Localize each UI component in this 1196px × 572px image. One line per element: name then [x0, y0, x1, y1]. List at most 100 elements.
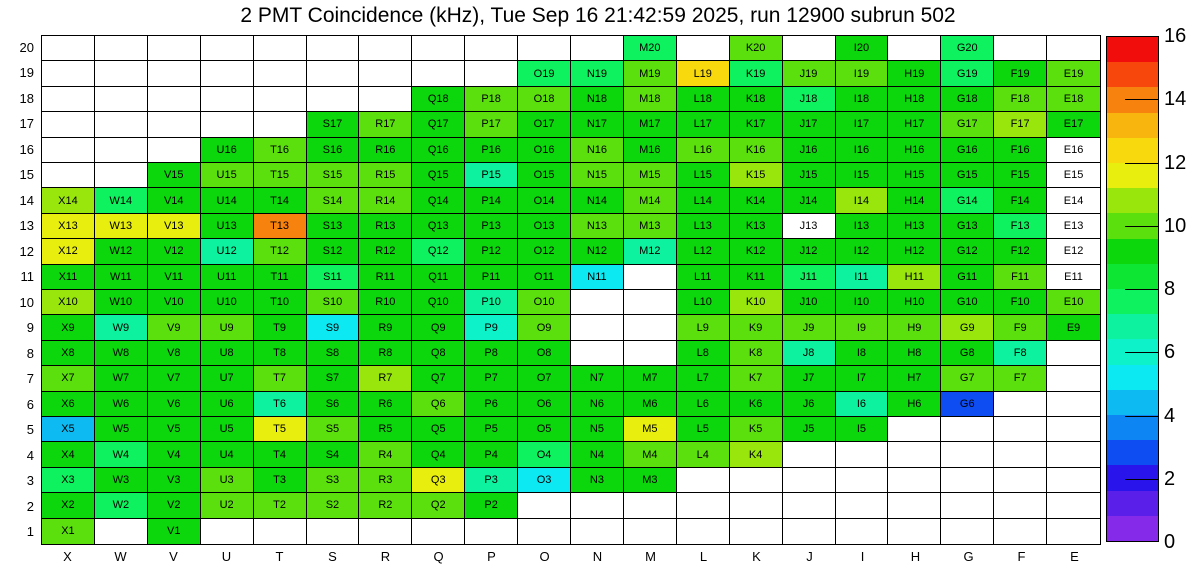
cell-empty [835, 467, 889, 494]
colorbar-tick [1125, 478, 1159, 480]
cell-G10: G10 [941, 289, 995, 316]
cell-U4: U4 [200, 442, 254, 468]
cell-W11: W11 [94, 264, 148, 290]
cell-Q7: Q7 [412, 366, 466, 392]
x-axis-tick-label: W [114, 549, 127, 564]
cell-empty [994, 391, 1048, 417]
y-axis-tick-label: 6 [26, 396, 34, 412]
cell-Q14: Q14 [412, 188, 466, 214]
cell-L7: L7 [676, 366, 730, 392]
y-axis-tick-label: 9 [26, 320, 34, 336]
heatmap-grid: M20 K20 I20 G20 O19 N19 M19 L19 K19 J19 I19 H19 G19 F… [41, 35, 1101, 545]
cell-N18: N18 [571, 86, 624, 113]
cell-W2: W2 [94, 493, 148, 519]
y-axis-tick-label: 4 [26, 447, 34, 463]
cell-F13: F13 [994, 213, 1048, 240]
cell-V4: V4 [147, 442, 201, 468]
cell-J12: J12 [782, 239, 836, 265]
colorbar-segment [1107, 62, 1158, 88]
cell-H6: H6 [888, 391, 942, 417]
cell-S8: S8 [306, 340, 360, 367]
cell-J14: J14 [782, 188, 836, 214]
cell-R6: R6 [359, 391, 413, 417]
cell-J15: J15 [782, 162, 836, 189]
cell-E13: E13 [1047, 213, 1100, 240]
cell-empty [42, 36, 95, 62]
cell-J5: J5 [782, 416, 836, 443]
cell-J10: J10 [782, 289, 836, 316]
cell-O4: O4 [518, 442, 571, 468]
cell-L8: L8 [676, 340, 730, 367]
cell-L17: L17 [676, 112, 730, 138]
x-axis-tick-label: P [487, 549, 496, 564]
cell-I15: I15 [835, 162, 889, 189]
cell-empty [147, 112, 201, 138]
cell-N4: N4 [571, 442, 624, 468]
cell-R4: R4 [359, 442, 413, 468]
cell-L6: L6 [676, 391, 730, 417]
cell-empty [994, 518, 1048, 544]
cell-H8: H8 [888, 340, 942, 367]
cell-J17: J17 [782, 112, 836, 138]
cell-G16: G16 [941, 137, 995, 163]
cell-empty [412, 61, 466, 87]
cell-O5: O5 [518, 416, 571, 443]
cell-E10: E10 [1047, 289, 1100, 316]
cell-P2: P2 [465, 493, 519, 519]
cell-T5: T5 [253, 416, 307, 443]
cell-empty [253, 36, 307, 62]
colorbar-segment [1107, 415, 1158, 441]
cell-R7: R7 [359, 366, 413, 392]
cell-W4: W4 [94, 442, 148, 468]
cell-M12: M12 [623, 239, 677, 265]
cell-empty [888, 442, 942, 468]
cell-N14: N14 [571, 188, 624, 214]
cell-empty [835, 518, 889, 544]
y-axis-tick-label: 15 [19, 167, 34, 183]
cell-empty [518, 518, 571, 544]
cell-H7: H7 [888, 366, 942, 392]
cell-U12: U12 [200, 239, 254, 265]
colorbar-segment [1107, 490, 1158, 516]
cell-Q16: Q16 [412, 137, 466, 163]
cell-T15: T15 [253, 162, 307, 189]
cell-empty [835, 442, 889, 468]
cell-empty [518, 36, 571, 62]
cell-M4: M4 [623, 442, 677, 468]
y-axis-tick-label: 11 [20, 269, 35, 285]
x-axis-tick-label: F [1017, 549, 1026, 564]
cell-empty [835, 493, 889, 519]
cell-N7: N7 [571, 366, 624, 392]
cell-P9: P9 [465, 315, 519, 341]
cell-K7: K7 [729, 366, 783, 392]
colorbar-segment [1107, 163, 1158, 189]
cell-R13: R13 [359, 213, 413, 240]
cell-S3: S3 [306, 467, 360, 494]
cell-empty [1047, 416, 1100, 443]
colorbar-tick-label: 0 [1164, 531, 1176, 553]
cell-W13: W13 [94, 213, 148, 240]
cell-L9: L9 [676, 315, 730, 341]
colorbar [1106, 36, 1159, 542]
cell-empty [571, 518, 624, 544]
colorbar-tick [1125, 289, 1159, 290]
cell-empty [729, 467, 783, 494]
cell-F12: F12 [994, 239, 1048, 265]
cell-X11: X11 [42, 264, 95, 290]
cell-O17: O17 [518, 112, 571, 138]
cell-G15: G15 [941, 162, 995, 189]
cell-N15: N15 [571, 162, 624, 189]
cell-empty [412, 36, 466, 62]
colorbar-segment [1107, 339, 1158, 365]
cell-H12: H12 [888, 239, 942, 265]
cell-L13: L13 [676, 213, 730, 240]
cell-I12: I12 [835, 239, 889, 265]
cell-H11: H11 [888, 264, 942, 290]
cell-empty [941, 493, 995, 519]
cell-J7: J7 [782, 366, 836, 392]
cell-empty [782, 467, 836, 494]
colorbar-tick-label: 12 [1164, 151, 1187, 174]
cell-K13: K13 [729, 213, 783, 240]
cell-W3: W3 [94, 467, 148, 494]
cell-K4: K4 [729, 442, 783, 468]
